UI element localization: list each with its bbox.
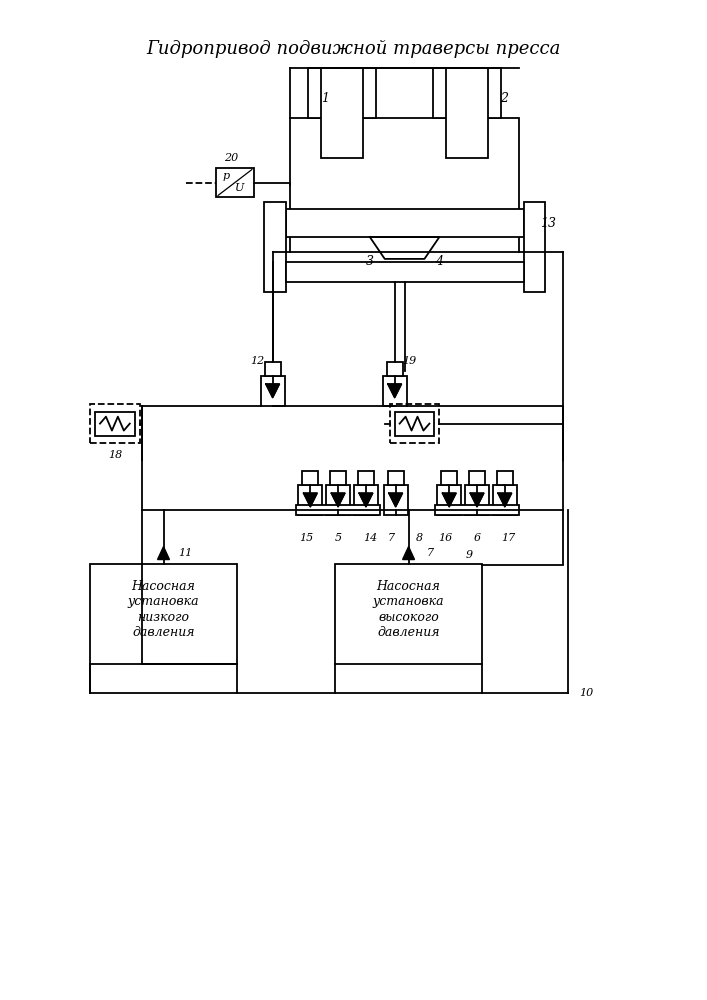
Text: 10: 10 [579,688,593,698]
Polygon shape [158,547,170,560]
Text: 11: 11 [178,548,192,558]
Bar [286,262,524,282]
Text: давления: давления [132,626,194,639]
Text: 1: 1 [321,92,329,105]
Polygon shape [470,493,484,507]
Polygon shape [389,493,402,507]
Bar [308,68,376,118]
Text: 20: 20 [224,153,238,163]
Polygon shape [359,493,373,507]
Bar [264,362,281,376]
Bar [436,505,519,515]
Bar [524,202,546,292]
Polygon shape [266,384,279,398]
Bar [335,564,482,664]
Bar [95,412,135,436]
Bar [90,404,140,443]
Text: давления: давления [378,626,440,639]
Polygon shape [331,493,345,507]
Bar [493,485,517,515]
Bar [216,168,254,197]
Text: 6: 6 [474,533,481,543]
Bar [326,485,350,515]
Bar [261,376,284,406]
Bar [286,209,524,237]
Bar [438,485,461,515]
Bar [291,118,519,252]
Text: 14: 14 [363,533,377,543]
Text: высокого: высокого [378,611,439,624]
Text: 15: 15 [299,533,313,543]
Text: 9: 9 [465,550,473,560]
Text: 7: 7 [388,533,395,543]
Bar [358,471,374,485]
Bar [469,471,485,485]
Polygon shape [387,384,402,398]
Text: U: U [235,183,245,193]
Bar [387,362,402,376]
Text: 18: 18 [107,450,122,460]
Text: 16: 16 [438,533,452,543]
Text: 19: 19 [402,356,416,366]
Text: 17: 17 [502,533,516,543]
Text: 5: 5 [334,533,341,543]
Text: Гидропривод подвижной траверсы пресса: Гидропривод подвижной траверсы пресса [146,40,560,58]
Text: низкого: низкого [137,611,189,624]
Bar [382,376,407,406]
Polygon shape [303,493,317,507]
Text: 3: 3 [366,255,374,268]
Bar [433,68,501,118]
Text: Насосная: Насосная [377,580,440,593]
Bar [321,68,363,158]
Text: 4: 4 [436,255,443,268]
Bar [296,505,380,515]
Text: 12: 12 [251,356,265,366]
Bar [264,202,286,292]
Bar [387,471,404,485]
Bar [390,404,439,443]
Polygon shape [402,547,414,560]
Text: 8: 8 [416,533,423,543]
Bar [303,471,318,485]
Bar [441,471,457,485]
Bar [497,471,513,485]
Bar [395,412,434,436]
Bar [384,485,407,515]
Bar [354,485,378,515]
Bar [446,68,488,158]
Text: 13: 13 [540,217,556,230]
Text: установка: установка [373,595,445,608]
Text: p: p [223,171,230,181]
Bar [298,485,322,515]
Bar [90,564,237,664]
Polygon shape [498,493,512,507]
Text: установка: установка [128,595,199,608]
Text: Насосная: Насосная [132,580,195,593]
Polygon shape [443,493,456,507]
Text: 2: 2 [500,92,508,105]
Bar [330,471,346,485]
Bar [465,485,489,515]
Text: 7: 7 [427,548,434,558]
